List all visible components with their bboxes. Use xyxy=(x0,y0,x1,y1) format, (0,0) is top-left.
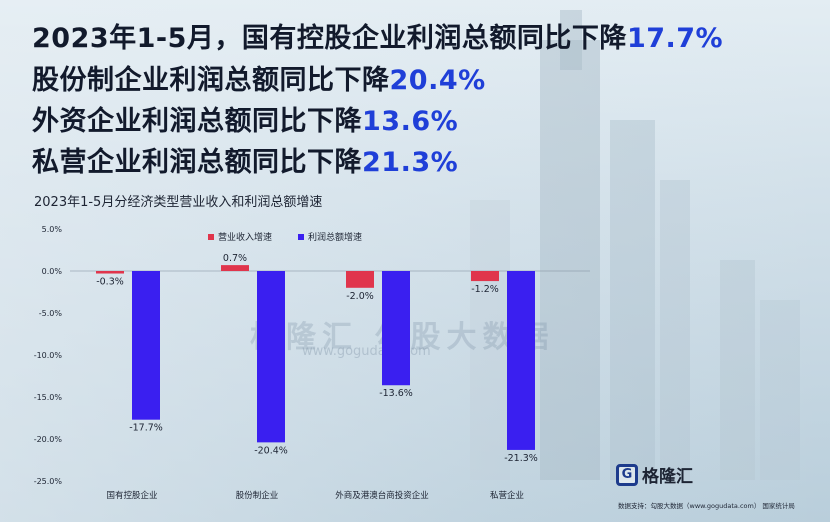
y-tick-label: -25.0% xyxy=(34,477,63,486)
data-source: 数据支持：勾股大数据（www.gogudata.com） 国家统计局 xyxy=(618,502,795,510)
headline-text: 股份制企业利润总额同比下降 xyxy=(32,65,390,96)
data-label: -17.7% xyxy=(129,423,163,434)
data-label: -13.6% xyxy=(379,388,413,399)
headline-text: 外资企业利润总额同比下降 xyxy=(32,106,362,137)
brand-logo: G 格隆汇 xyxy=(616,462,693,487)
headline-foreign: 外资企业利润总额同比下降13.6% xyxy=(32,99,458,138)
data-label: -21.3% xyxy=(504,453,538,464)
logo-text: 格隆汇 xyxy=(642,467,693,487)
chart-title: 2023年1-5月分经济类型营业收入和利润总额增速 xyxy=(34,195,323,210)
headline-pct: 13.6% xyxy=(362,106,459,137)
data-label: -20.4% xyxy=(254,445,288,456)
headline-pct: 20.4% xyxy=(389,65,486,96)
data-label: 0.7% xyxy=(223,253,247,264)
headline-private: 私营企业利润总额同比下降21.3% xyxy=(32,140,458,179)
y-tick-label: 0.0% xyxy=(42,267,63,276)
profit-bar xyxy=(132,271,160,420)
headline-pct: 21.3% xyxy=(362,147,459,178)
revenue-bar xyxy=(96,271,124,274)
legend-label: 营业收入增速 xyxy=(218,231,272,243)
revenue-bar xyxy=(221,265,249,271)
revenue-bar xyxy=(471,271,499,282)
y-tick-label: -20.0% xyxy=(34,435,63,444)
revenue-bar xyxy=(346,271,374,288)
category-label: 私营企业 xyxy=(490,490,524,501)
category-label: 外商及港澳台商投资企业 xyxy=(335,490,429,501)
data-label: -1.2% xyxy=(471,284,499,295)
logo-icon: G xyxy=(616,463,638,486)
data-label: -0.3% xyxy=(96,277,124,288)
y-tick-label: -15.0% xyxy=(34,393,63,402)
profit-bar xyxy=(507,271,535,450)
headline-text: 私营企业利润总额同比下降 xyxy=(32,147,362,178)
y-tick-label: -10.0% xyxy=(34,351,63,360)
data-label: -2.0% xyxy=(346,291,374,302)
headline-text: 2023年1-5月，国有控股企业利润总额同比下降 xyxy=(32,23,627,54)
y-tick-label: 5.0% xyxy=(42,225,63,234)
category-label: 国有控股企业 xyxy=(106,490,157,501)
profit-bar xyxy=(257,271,285,443)
category-label: 股份制企业 xyxy=(236,490,279,501)
legend-swatch xyxy=(208,234,214,240)
headline-joint-stock: 股份制企业利润总额同比下降20.4% xyxy=(32,58,486,97)
legend-swatch xyxy=(298,234,304,240)
y-tick-label: -5.0% xyxy=(39,309,63,318)
profit-bar xyxy=(382,271,410,386)
headline-state-owned: 2023年1-5月，国有控股企业利润总额同比下降17.7% xyxy=(32,16,723,55)
headline-pct: 17.7% xyxy=(626,23,724,54)
legend-label: 利润总额增速 xyxy=(308,231,362,243)
